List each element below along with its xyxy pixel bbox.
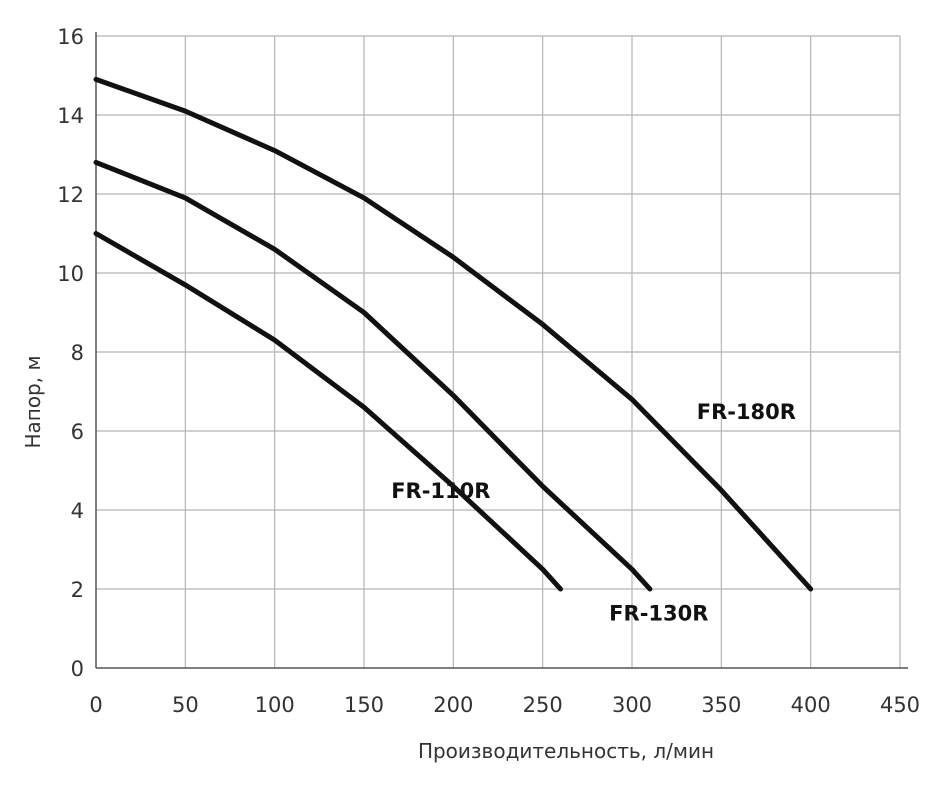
x-tick-label: 200	[433, 693, 473, 717]
series-label-fr-180r: FR-180R	[697, 400, 796, 424]
series-label-fr-130r: FR-130R	[609, 602, 708, 626]
axes	[95, 32, 908, 669]
grid	[96, 35, 901, 668]
y-tick-label: 14	[57, 104, 84, 128]
x-tick-label: 0	[89, 693, 102, 717]
y-axis-label: Напор, м	[21, 355, 45, 448]
x-tick-label: 300	[612, 693, 652, 717]
y-tick-label: 16	[57, 25, 84, 49]
y-tick-label: 10	[57, 262, 84, 286]
y-tick-label: 12	[57, 183, 84, 207]
series-line-fr-180r	[93, 76, 814, 592]
x-tick-label: 50	[172, 693, 199, 717]
x-tick-label: 250	[523, 693, 563, 717]
y-tick-label: 2	[71, 578, 84, 602]
x-tick-label: 150	[344, 693, 384, 717]
y-tick-label: 4	[71, 499, 84, 523]
y-tick-label: 0	[71, 657, 84, 681]
y-tick-label: 6	[71, 420, 84, 444]
series-line-fr-110r	[93, 231, 563, 592]
series-lines	[93, 76, 814, 592]
y-tick-label: 8	[71, 341, 84, 365]
x-tick-label: 350	[701, 693, 741, 717]
x-tick-labels: 0 50 100 150 200 250 300 350 400 450	[89, 693, 920, 717]
series-line-fr-130r	[93, 159, 653, 592]
x-tick-label: 450	[880, 693, 920, 717]
y-tick-labels: 0 2 4 6 8 10 12 14 16	[57, 25, 84, 681]
series-labels: FR-110R FR-130R FR-180R	[391, 400, 796, 625]
x-tick-label: 100	[255, 693, 295, 717]
x-tick-label: 400	[791, 693, 831, 717]
x-axis-label: Производительность, л/мин	[418, 739, 714, 763]
series-label-fr-110r: FR-110R	[391, 479, 490, 503]
